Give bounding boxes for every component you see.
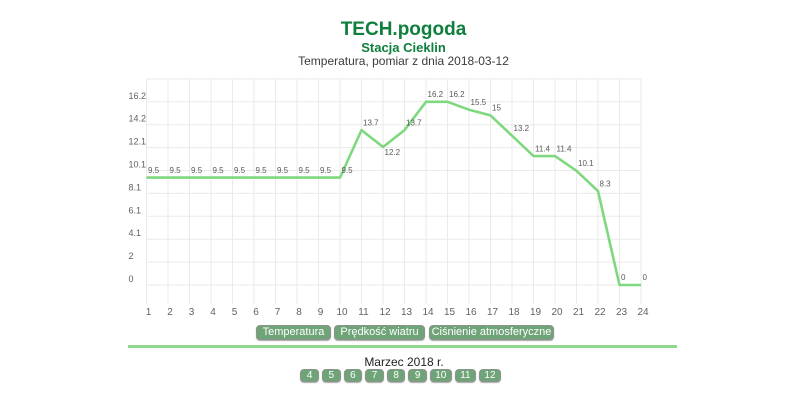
svg-text:22: 22 bbox=[594, 307, 606, 318]
svg-text:23: 23 bbox=[616, 307, 628, 318]
svg-text:11.4: 11.4 bbox=[557, 144, 573, 153]
svg-text:8.3: 8.3 bbox=[600, 179, 612, 188]
svg-text:9: 9 bbox=[318, 307, 324, 318]
svg-text:13.7: 13.7 bbox=[406, 118, 422, 127]
svg-text:7: 7 bbox=[275, 307, 281, 318]
svg-text:3: 3 bbox=[189, 307, 195, 318]
svg-text:0: 0 bbox=[621, 273, 626, 282]
svg-text:16.2: 16.2 bbox=[449, 90, 465, 99]
svg-text:9.5: 9.5 bbox=[256, 166, 268, 175]
svg-text:0: 0 bbox=[643, 273, 648, 282]
svg-text:1: 1 bbox=[146, 307, 152, 318]
svg-text:8: 8 bbox=[296, 307, 302, 318]
svg-text:9.5: 9.5 bbox=[342, 166, 354, 175]
svg-text:4: 4 bbox=[210, 307, 216, 318]
svg-text:16.2: 16.2 bbox=[428, 90, 444, 99]
svg-text:12.2: 12.2 bbox=[385, 148, 401, 157]
svg-text:16: 16 bbox=[465, 307, 477, 318]
svg-text:5: 5 bbox=[232, 307, 238, 318]
svg-text:9.5: 9.5 bbox=[234, 166, 246, 175]
svg-text:14.2: 14.2 bbox=[129, 114, 147, 124]
svg-text:15: 15 bbox=[492, 104, 501, 113]
svg-text:21: 21 bbox=[573, 307, 585, 318]
svg-text:2: 2 bbox=[167, 307, 173, 318]
svg-text:0: 0 bbox=[129, 274, 134, 284]
svg-text:13.7: 13.7 bbox=[363, 118, 379, 127]
svg-text:15: 15 bbox=[444, 307, 456, 318]
svg-text:9.5: 9.5 bbox=[299, 166, 311, 175]
svg-text:12: 12 bbox=[379, 307, 391, 318]
svg-text:9.5: 9.5 bbox=[170, 166, 182, 175]
svg-text:9.5: 9.5 bbox=[320, 166, 332, 175]
svg-text:24: 24 bbox=[637, 307, 649, 318]
svg-text:9.5: 9.5 bbox=[148, 166, 160, 175]
svg-text:10.1: 10.1 bbox=[578, 159, 594, 168]
svg-text:6: 6 bbox=[253, 307, 259, 318]
svg-text:17: 17 bbox=[487, 307, 499, 318]
svg-text:9.5: 9.5 bbox=[277, 166, 289, 175]
svg-text:13: 13 bbox=[401, 307, 413, 318]
svg-text:20: 20 bbox=[551, 307, 563, 318]
svg-text:18: 18 bbox=[508, 307, 520, 318]
svg-text:6.1: 6.1 bbox=[129, 205, 142, 215]
svg-text:4.1: 4.1 bbox=[129, 228, 142, 238]
svg-text:10: 10 bbox=[336, 307, 348, 318]
svg-text:11: 11 bbox=[358, 307, 369, 318]
svg-text:14: 14 bbox=[422, 307, 434, 318]
svg-text:19: 19 bbox=[530, 307, 542, 318]
svg-text:9.5: 9.5 bbox=[213, 166, 225, 175]
svg-text:2: 2 bbox=[129, 251, 134, 261]
svg-text:12.1: 12.1 bbox=[129, 137, 147, 147]
svg-text:10.1: 10.1 bbox=[129, 160, 147, 170]
svg-text:13.2: 13.2 bbox=[514, 124, 530, 133]
svg-text:15.5: 15.5 bbox=[471, 98, 487, 107]
svg-text:11.4: 11.4 bbox=[535, 144, 551, 153]
svg-text:9.5: 9.5 bbox=[191, 166, 203, 175]
svg-text:16.2: 16.2 bbox=[129, 91, 147, 101]
svg-text:8.1: 8.1 bbox=[129, 182, 142, 192]
